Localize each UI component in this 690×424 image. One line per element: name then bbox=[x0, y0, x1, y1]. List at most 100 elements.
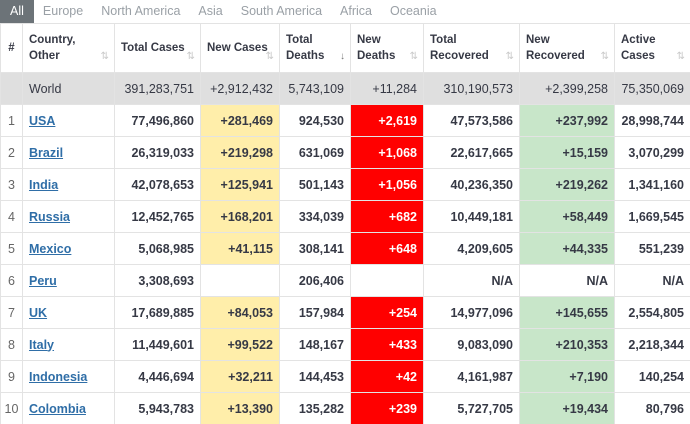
country-link[interactable]: Russia bbox=[29, 209, 70, 224]
new-deaths-cell: +433 bbox=[350, 328, 424, 361]
tab-all[interactable]: All bbox=[0, 0, 34, 23]
country-cell: Colombia bbox=[22, 392, 115, 424]
new-recovered-cell: +145,655 bbox=[519, 296, 615, 329]
table-row: 8 Italy 11,449,601 +99,522 148,167 +433 9,083,… bbox=[0, 328, 690, 361]
tab-oceania[interactable]: Oceania bbox=[390, 4, 437, 18]
table-row: 9 Indonesia 4,446,694 +32,211 144,453 +42 4,16… bbox=[0, 360, 690, 393]
new-cases-cell: +99,522 bbox=[200, 328, 280, 361]
new-cases-cell bbox=[200, 264, 280, 297]
new-recovered-cell: +219,262 bbox=[519, 168, 615, 201]
total-deaths-cell: 157,984 bbox=[279, 296, 351, 329]
active-cases-header-label: Active Cases bbox=[621, 34, 656, 62]
tab-north-america[interactable]: North America bbox=[101, 4, 181, 18]
total-cases-cell: 26,319,033 bbox=[114, 136, 201, 169]
sort-arrows-icon[interactable]: ⇅ bbox=[505, 51, 514, 62]
country-link[interactable]: Indonesia bbox=[29, 369, 88, 384]
table-row: 5 Mexico 5,068,985 +41,115 308,141 +648 4,209,… bbox=[0, 232, 690, 265]
active-cases-cell: 3,070,299 bbox=[614, 136, 690, 169]
total-recovered-cell: 47,573,586 bbox=[423, 104, 520, 137]
active-cases-cell: 551,239 bbox=[614, 232, 690, 265]
country-cell: Russia bbox=[22, 200, 115, 233]
total-recovered-cell: 4,161,987 bbox=[423, 360, 520, 393]
country-cell: Brazil bbox=[22, 136, 115, 169]
country-header[interactable]: Country, Other ⇅ bbox=[22, 23, 115, 73]
world-new-cases: +2,912,432 bbox=[200, 72, 280, 105]
new-deaths-cell: +1,068 bbox=[350, 136, 424, 169]
sort-arrows-icon[interactable]: ⇅ bbox=[100, 51, 109, 62]
active-cases-cell: 1,669,545 bbox=[614, 200, 690, 233]
total-cases-cell: 77,496,860 bbox=[114, 104, 201, 137]
total-cases-header[interactable]: Total Cases ⇅ bbox=[114, 23, 201, 73]
country-link[interactable]: India bbox=[29, 177, 59, 192]
rank-cell: 6 bbox=[0, 264, 23, 297]
total-cases-cell: 3,308,693 bbox=[114, 264, 201, 297]
total-cases-cell: 17,689,885 bbox=[114, 296, 201, 329]
sort-arrows-icon[interactable]: ⇅ bbox=[600, 51, 609, 62]
country-link[interactable]: UK bbox=[29, 305, 48, 320]
tab-africa[interactable]: Africa bbox=[340, 4, 372, 18]
total-recovered-cell: 22,617,665 bbox=[423, 136, 520, 169]
total-deaths-cell: 924,530 bbox=[279, 104, 351, 137]
rank-cell: 9 bbox=[0, 360, 23, 393]
total-deaths-cell: 135,282 bbox=[279, 392, 351, 424]
total-recovered-header[interactable]: Total Recovered ⇅ bbox=[423, 23, 520, 73]
table-row: 1 USA 77,496,860 +281,469 924,530 +2,619 47,57… bbox=[0, 104, 690, 137]
new-recovered-cell: +58,449 bbox=[519, 200, 615, 233]
country-header-label: Country, Other bbox=[29, 34, 76, 62]
total-deaths-cell: 334,039 bbox=[279, 200, 351, 233]
table-row: 4 Russia 12,452,765 +168,201 334,039 +682 10,4… bbox=[0, 200, 690, 233]
world-active-cases: 75,350,069 bbox=[614, 72, 690, 105]
country-link[interactable]: Mexico bbox=[29, 241, 72, 256]
new-deaths-header[interactable]: New Deaths ⇅ bbox=[350, 23, 424, 73]
total-cases-cell: 5,068,985 bbox=[114, 232, 201, 265]
country-link[interactable]: Brazil bbox=[29, 145, 64, 160]
new-deaths-cell: +239 bbox=[350, 392, 424, 424]
new-recovered-header[interactable]: New Recovered ⇅ bbox=[519, 23, 615, 73]
new-cases-header[interactable]: New Cases ⇅ bbox=[200, 23, 280, 73]
active-cases-cell: 140,254 bbox=[614, 360, 690, 393]
new-recovered-cell: +7,190 bbox=[519, 360, 615, 393]
rank-cell: 1 bbox=[0, 104, 23, 137]
tab-south-america[interactable]: South America bbox=[240, 4, 323, 18]
new-recovered-cell: +237,992 bbox=[519, 104, 615, 137]
new-cases-cell: +168,201 bbox=[200, 200, 280, 233]
new-deaths-cell: +648 bbox=[350, 232, 424, 265]
rank-header-label: # bbox=[8, 42, 15, 54]
total-cases-cell: 11,449,601 bbox=[114, 328, 201, 361]
table-row: 6 Peru 3,308,693 206,406 N/A N/A N/A bbox=[0, 264, 690, 297]
tab-europe[interactable]: Europe bbox=[42, 4, 84, 18]
active-cases-cell: N/A bbox=[614, 264, 690, 297]
rank-cell: 10 bbox=[0, 392, 23, 424]
total-recovered-cell: 40,236,350 bbox=[423, 168, 520, 201]
country-link[interactable]: Italy bbox=[29, 337, 55, 352]
active-cases-cell: 1,341,160 bbox=[614, 168, 690, 201]
tab-asia[interactable]: Asia bbox=[198, 4, 223, 18]
sort-descending-icon[interactable]: ↓ bbox=[340, 51, 345, 62]
country-cell: India bbox=[22, 168, 115, 201]
country-link[interactable]: USA bbox=[29, 113, 56, 128]
country-link[interactable]: Peru bbox=[29, 273, 57, 288]
world-total-row: World 391,283,751 +2,912,432 5,743,109 +… bbox=[0, 72, 690, 105]
table-row: 10 Colombia 5,943,783 +13,390 135,282 +239 5,7… bbox=[0, 392, 690, 424]
header-row: # Country, Other ⇅ Total Cases ⇅ New Cases… bbox=[0, 23, 690, 73]
sort-arrows-icon[interactable]: ⇅ bbox=[186, 51, 195, 62]
table-row: 2 Brazil 26,319,033 +219,298 631,069 +1,068 22… bbox=[0, 136, 690, 169]
new-cases-cell: +41,115 bbox=[200, 232, 280, 265]
new-deaths-header-label: New Deaths bbox=[357, 34, 396, 62]
total-deaths-header[interactable]: Total Deaths ↓ bbox=[279, 23, 351, 73]
active-cases-header[interactable]: Active Cases ⇅ bbox=[614, 23, 690, 73]
sort-arrows-icon[interactable]: ⇅ bbox=[409, 51, 418, 62]
rank-cell: 7 bbox=[0, 296, 23, 329]
total-recovered-cell: N/A bbox=[423, 264, 520, 297]
country-cell: USA bbox=[22, 104, 115, 137]
rank-cell: 2 bbox=[0, 136, 23, 169]
active-cases-cell: 2,554,805 bbox=[614, 296, 690, 329]
new-cases-cell: +84,053 bbox=[200, 296, 280, 329]
total-deaths-cell: 148,167 bbox=[279, 328, 351, 361]
new-recovered-cell: +19,434 bbox=[519, 392, 615, 424]
country-link[interactable]: Colombia bbox=[29, 401, 86, 416]
sort-arrows-icon[interactable]: ⇅ bbox=[676, 51, 685, 62]
sort-arrows-icon[interactable]: ⇅ bbox=[265, 51, 274, 62]
total-recovered-header-label: Total Recovered bbox=[430, 34, 489, 62]
total-deaths-cell: 501,143 bbox=[279, 168, 351, 201]
